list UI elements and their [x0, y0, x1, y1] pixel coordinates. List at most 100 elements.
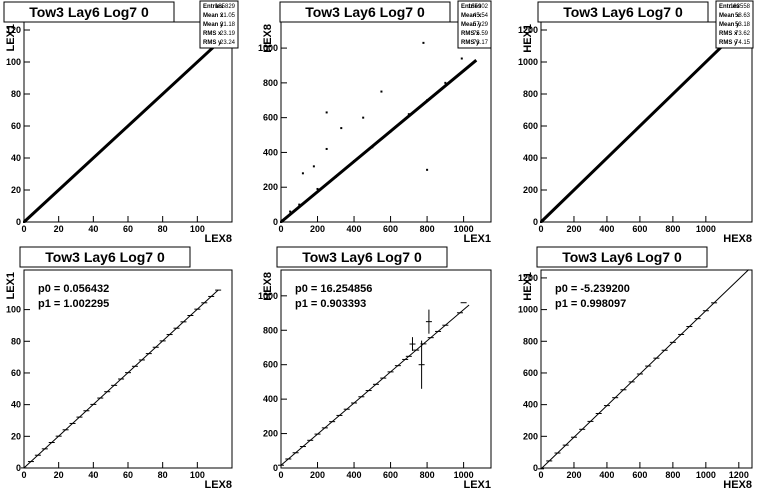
y-tick-label: 80: [11, 89, 21, 99]
data-point: [161, 93, 164, 95]
y-axis-title: LEX1: [5, 24, 17, 52]
x-tick-label: 200: [566, 224, 581, 234]
x-tick-label: 20: [54, 224, 64, 234]
stats-value: 23.19: [220, 31, 236, 37]
data-point: [298, 203, 301, 206]
y-tick-label: 80: [11, 336, 21, 346]
title-box: [19, 246, 191, 268]
fit-param: p0 = -5.239200: [555, 283, 630, 295]
y-tick-label: 0: [273, 217, 278, 227]
y-tick-label: 400: [523, 153, 538, 163]
stats-label: Mean y: [203, 22, 224, 28]
data-point: [548, 213, 551, 215]
data-point: [605, 157, 608, 159]
x-tick-label: 0: [278, 470, 283, 480]
data-point: [444, 81, 447, 84]
y-tick-label: 0: [16, 217, 21, 227]
y-axis-title: LEX1: [5, 272, 17, 300]
x-tick-label: 60: [123, 224, 133, 234]
data-point: [75, 173, 77, 175]
x-tick-label: 800: [420, 224, 435, 234]
y-tick-label: 400: [523, 400, 538, 410]
data-point: [622, 141, 625, 143]
fit-line: [280, 304, 470, 466]
y-axis-title: HEX8: [262, 24, 274, 53]
title-box: [3, 1, 175, 23]
stats-value: 73.62: [735, 31, 751, 37]
x-tick-label: 600: [383, 224, 398, 234]
y-tick-label: 1000: [258, 291, 278, 301]
stats-label: RMS y: [461, 40, 480, 46]
data-point: [187, 69, 190, 71]
stats-value: 57.29: [473, 22, 489, 28]
title-box: [536, 246, 708, 268]
y-axis-title: HEX8: [262, 272, 274, 301]
data-point: [630, 133, 633, 135]
data-point: [83, 165, 86, 167]
plot-frame: [540, 269, 753, 469]
stats-box: [715, 0, 754, 49]
y-tick-label: 0: [16, 463, 21, 473]
data-point: [340, 127, 343, 130]
x-tick-label: 400: [347, 470, 362, 480]
x-tick-label: 1000: [454, 470, 474, 480]
stats-label: Mean y: [461, 22, 482, 28]
y-tick-label: 1200: [518, 25, 538, 35]
data-point: [31, 213, 34, 215]
data-point: [118, 133, 121, 135]
stats-label: RMS x: [719, 31, 738, 37]
y-tick-label: 40: [11, 153, 21, 163]
stats-label: RMS x: [461, 31, 480, 37]
y-tick-label: 600: [523, 368, 538, 378]
data-point: [638, 125, 641, 127]
y-tick-label: 200: [523, 431, 538, 441]
data-point: [362, 116, 365, 119]
chart-title: Tow3 Lay6 Log7 0: [45, 249, 165, 265]
y-tick-label: 600: [523, 121, 538, 131]
chart-title: Tow3 Lay6 Log7 0: [302, 249, 422, 265]
x-tick-label: 0: [278, 224, 283, 234]
x-tick-label: 800: [665, 470, 680, 480]
data-point: [196, 61, 199, 63]
stats-value: 73.17: [473, 40, 489, 46]
x-axis-title: HEX8: [723, 479, 752, 491]
x-tick-label: 80: [158, 224, 168, 234]
data-point: [422, 41, 425, 44]
data-point: [556, 205, 559, 207]
x-tick-label: 60: [123, 470, 133, 480]
x-tick-label: 80: [158, 470, 168, 480]
data-point: [460, 57, 463, 60]
data-point: [589, 173, 592, 175]
data-point: [334, 175, 337, 178]
stats-label: RMS y: [203, 40, 222, 46]
plot-frame: [280, 21, 492, 223]
x-tick-label: 0: [21, 224, 26, 234]
data-point: [301, 172, 304, 175]
y-tick-label: 120: [6, 25, 21, 35]
y-tick-label: 100: [6, 57, 21, 67]
title-box: [279, 1, 451, 23]
data-point: [40, 205, 43, 207]
stats-value: 58.63: [735, 13, 751, 19]
x-tick-label: 100: [190, 224, 205, 234]
title-box: [276, 246, 448, 268]
fit-param: p1 = 0.903393: [295, 298, 366, 310]
x-axis-title: LEX1: [463, 233, 491, 245]
stats-label: RMS x: [203, 31, 222, 37]
y-tick-label: 200: [263, 182, 278, 192]
chart-title: Tow3 Lay6 Log7 0: [29, 4, 149, 20]
data-point: [614, 149, 617, 151]
y-tick-label: 1200: [518, 273, 538, 283]
title-box: [537, 1, 709, 23]
data-point: [353, 160, 356, 163]
y-axis-title: HEX1: [522, 272, 534, 301]
y-tick-label: 800: [523, 89, 538, 99]
stats-label: Mean x: [461, 13, 482, 19]
data-point: [92, 157, 95, 159]
y-tick-label: 800: [523, 336, 538, 346]
data-point: [101, 149, 103, 151]
x-tick-label: 600: [383, 470, 398, 480]
data-point: [312, 165, 315, 168]
x-tick-label: 20: [54, 470, 64, 480]
